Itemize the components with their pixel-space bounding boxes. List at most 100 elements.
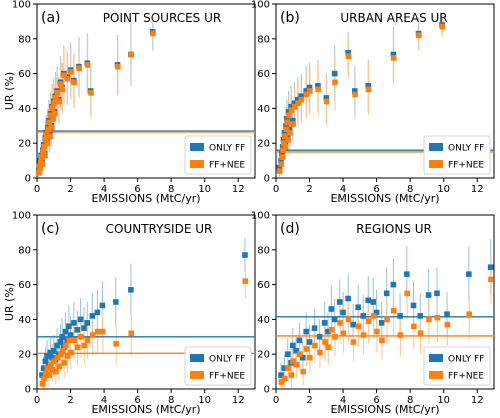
data-point: [426, 316, 432, 323]
data-point: [404, 290, 410, 297]
series-ff-nee: [276, 23, 446, 174]
x-tick-label: 12: [471, 184, 484, 195]
data-point: [89, 332, 96, 338]
data-point: [340, 309, 346, 316]
ticks: 0 2 4 6 8 10 12 0 20 40 60 80 100: [12, 211, 245, 407]
data-point: [307, 88, 313, 94]
data-point: [61, 72, 67, 79]
y-tick-label: 20: [18, 139, 31, 150]
data-point: [45, 126, 52, 133]
data-point: [54, 89, 61, 96]
data-point: [295, 100, 301, 106]
panel-b-xlabel: EMISSIONS (MtC/yr): [330, 192, 439, 205]
legend-swatch-only-ff: [429, 354, 443, 362]
x-tick-label: 12: [232, 184, 245, 195]
panel-d-letter: (d): [280, 221, 300, 237]
data-point: [488, 276, 494, 283]
data-point: [390, 281, 397, 288]
x-tick-label: 4: [340, 184, 346, 195]
data-point: [43, 131, 50, 138]
data-point: [355, 323, 362, 330]
data-point: [285, 136, 291, 143]
x-tick-label: 8: [168, 184, 174, 195]
data-point: [67, 332, 74, 338]
x-tick-label: 12: [471, 395, 484, 406]
data-point: [52, 368, 59, 375]
data-point: [416, 32, 422, 39]
data-point: [290, 358, 296, 364]
data-point: [36, 169, 42, 176]
data-point: [325, 344, 332, 351]
data-point: [66, 337, 72, 344]
data-point: [295, 96, 301, 103]
data-point: [81, 325, 87, 331]
data-point: [59, 334, 65, 340]
data-point: [323, 95, 330, 101]
data-point: [61, 360, 67, 366]
data-point: [336, 299, 343, 305]
data-point: [307, 354, 313, 361]
ticks: 0 2 4 6 8 10 12 0 20 40 60 80 100: [251, 211, 484, 407]
data-point: [378, 320, 385, 326]
data-point: [297, 351, 303, 357]
y-tick-label: 80: [257, 34, 270, 45]
data-point: [390, 307, 397, 314]
data-point: [39, 372, 45, 378]
data-point: [337, 320, 343, 326]
data-point: [52, 95, 59, 101]
data-point: [296, 337, 303, 344]
data-point: [466, 311, 472, 317]
data-point: [59, 86, 66, 93]
data-point: [291, 100, 298, 106]
data-point: [68, 349, 74, 356]
data-point: [328, 327, 335, 333]
data-point: [404, 271, 410, 277]
data-point: [289, 117, 296, 124]
y-tick-label: 80: [257, 245, 270, 256]
y-tick-label: 40: [257, 104, 270, 115]
data-point: [315, 86, 322, 93]
data-point: [47, 112, 54, 119]
legend-swatch-ff-nee: [429, 371, 443, 379]
data-point: [40, 365, 47, 371]
data-point: [322, 339, 328, 345]
data-point: [276, 168, 283, 174]
panel-a-xlabel: EMISSIONS (MtC/yr): [91, 192, 200, 205]
data-point: [49, 105, 56, 112]
data-point: [290, 121, 296, 127]
data-point: [283, 126, 290, 133]
data-point: [280, 147, 286, 153]
x-tick-label: 2: [67, 395, 73, 406]
data-point: [411, 323, 417, 330]
data-point: [47, 133, 53, 140]
panel-d-xlabel: EMISSIONS (MtC/yr): [330, 403, 439, 416]
legend: ONLY FF FF+NEE: [184, 135, 252, 175]
x-tick-label: 4: [340, 395, 346, 406]
data-point: [58, 351, 64, 357]
data-point: [383, 290, 390, 297]
legend-swatch-only-ff: [190, 143, 204, 151]
data-point: [47, 361, 54, 368]
data-point: [48, 124, 55, 131]
series-ff-nee: [39, 278, 249, 387]
panel-d-title: REGIONS UR: [356, 222, 432, 236]
data-point: [276, 164, 283, 171]
panel-c-frame: [36, 214, 256, 390]
data-point: [44, 140, 51, 146]
data-point: [288, 107, 295, 113]
data-point: [99, 328, 106, 335]
data-point: [76, 65, 83, 72]
data-point: [42, 358, 49, 364]
data-point: [74, 344, 81, 351]
data-point: [285, 365, 291, 371]
data-point: [316, 334, 323, 340]
data-point: [40, 149, 47, 155]
data-point: [279, 143, 286, 150]
data-point: [355, 304, 361, 311]
y-tick-label: 80: [18, 34, 31, 45]
x-tick-label: 10: [198, 395, 211, 406]
data-point: [397, 313, 403, 319]
data-point: [57, 339, 64, 345]
data-point: [466, 271, 472, 277]
data-point: [84, 337, 91, 344]
